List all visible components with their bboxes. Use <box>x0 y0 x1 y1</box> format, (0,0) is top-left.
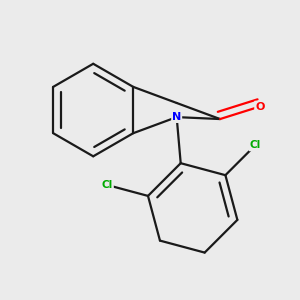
Text: Cl: Cl <box>102 180 113 190</box>
Text: O: O <box>255 102 265 112</box>
Text: N: N <box>172 112 181 122</box>
Text: Cl: Cl <box>250 140 261 150</box>
